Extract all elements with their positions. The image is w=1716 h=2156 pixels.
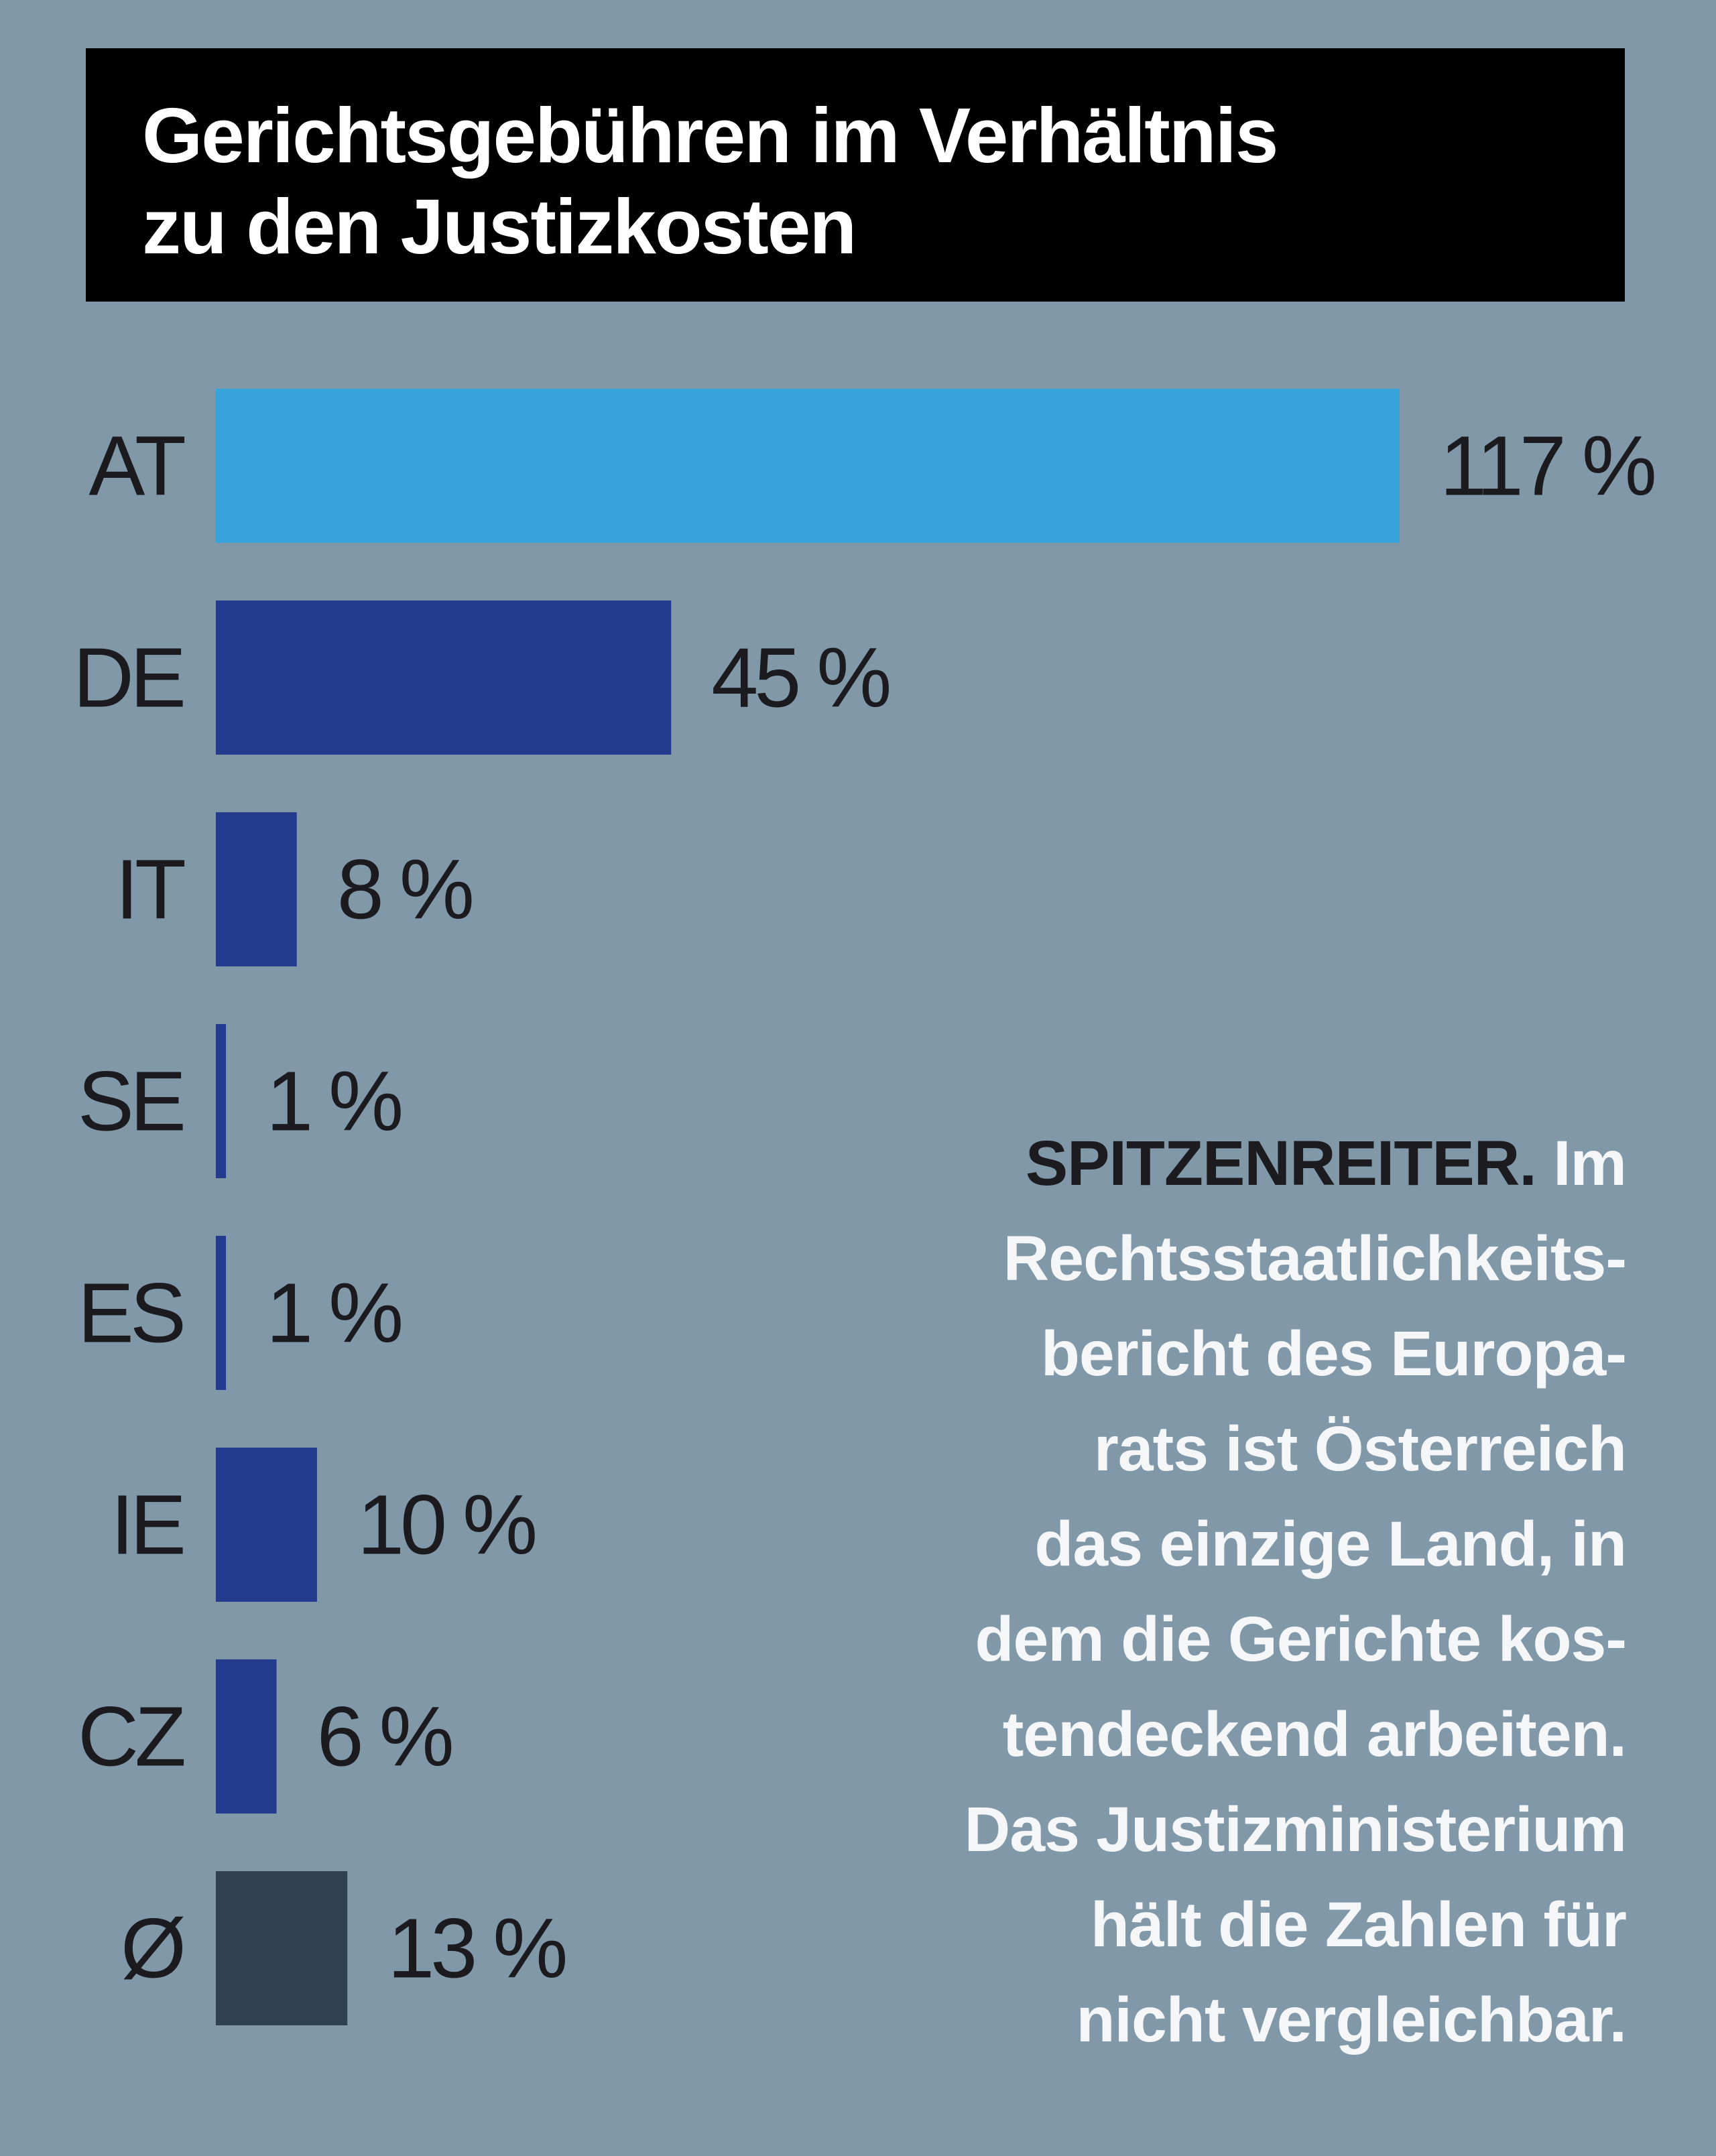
annotation-line-1-rest: Im [1536, 1128, 1627, 1199]
bar-se [216, 1024, 227, 1178]
bar-it [216, 812, 297, 966]
category-label-at: AT [88, 419, 185, 513]
value-label-avg: 13 % [387, 1901, 565, 1996]
category-label-ie: IE [111, 1478, 183, 1572]
annotation-line-7: tendeckend arbeiten. [1002, 1699, 1627, 1770]
annotation-line-2: Rechtsstaatlichkeits- [1003, 1223, 1627, 1294]
annotation-line-3: bericht des Europa- [1040, 1318, 1627, 1389]
value-label-es: 1 % [266, 1266, 401, 1360]
value-label-ie: 10 % [357, 1478, 535, 1572]
annotation-line-10: nicht vergleichbar. [1076, 1984, 1627, 2055]
value-label-it: 8 % [337, 842, 472, 937]
annotation-line-1: SPITZENREITER. Im [798, 1116, 1627, 1211]
value-label-cz: 6 % [317, 1690, 452, 1784]
value-label-de: 45 % [711, 631, 889, 725]
value-label-se: 1 % [266, 1054, 401, 1149]
annotation-line-4: rats ist Österreich [1093, 1413, 1627, 1484]
bar-ie [216, 1448, 317, 1602]
category-label-de: DE [73, 631, 183, 725]
bar-cz [216, 1659, 277, 1814]
bar-avg [216, 1871, 348, 2025]
annotation-text: SPITZENREITER. Im Rechtsstaatlichkeits- … [798, 1116, 1627, 2068]
annotation-line-5: das einzige Land, in [1034, 1509, 1627, 1580]
bar-es [216, 1236, 227, 1390]
annotation-lead: SPITZENREITER. [1025, 1128, 1537, 1199]
category-label-es: ES [78, 1266, 183, 1360]
annotation-line-9: hält die Zahlen für [1090, 1889, 1627, 1960]
bar-at [216, 389, 1400, 543]
category-label-cz: CZ [78, 1690, 184, 1784]
chart-title-line-1: Gerichtsgebühren im Verhältnis [142, 92, 1278, 179]
annotation-line-8: Das Justizministerium [964, 1794, 1627, 1865]
bar-de [216, 600, 672, 755]
chart-title-box: Gerichtsgebühren im Verhältnis zu den Ju… [86, 48, 1625, 302]
category-label-avg: Ø [121, 1901, 184, 1996]
category-label-se: SE [78, 1054, 183, 1149]
annotation-line-6: dem die Gerichte kos- [975, 1604, 1627, 1675]
chart-title-line-2: zu den Justizkosten [142, 183, 857, 270]
category-label-it: IT [115, 842, 185, 937]
value-label-at: 117 % [1440, 419, 1654, 513]
